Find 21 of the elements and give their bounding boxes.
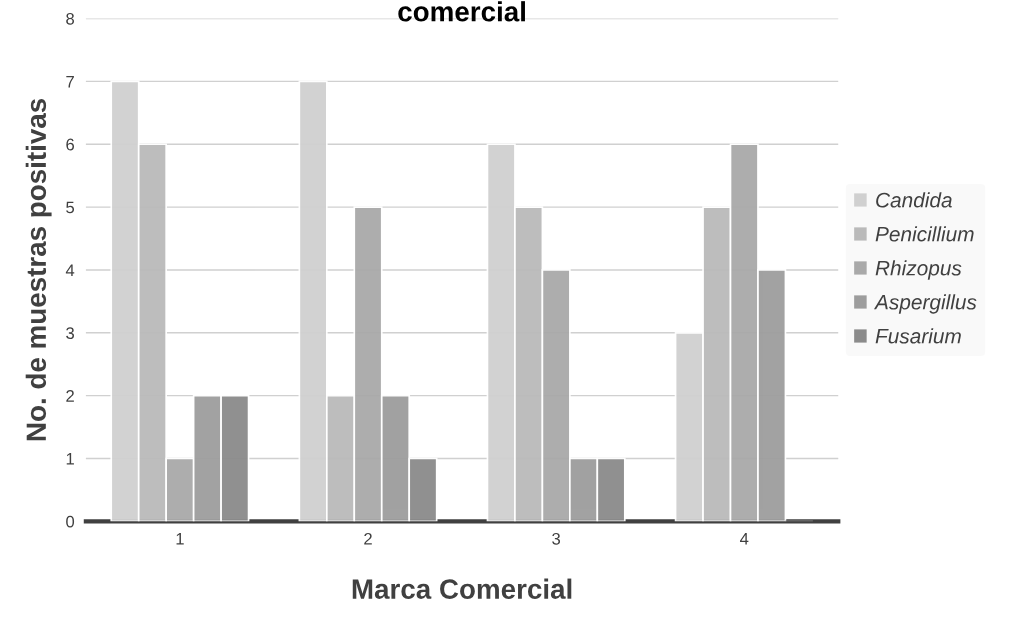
legend-label: Rhizopus (875, 260, 962, 280)
y-axis-title: No. de muestras positivas (25, 98, 52, 441)
legend-label: Aspergillus (873, 294, 977, 314)
x-tick-label: 3 (552, 532, 561, 545)
x-axis-title: Marca Comercial (352, 578, 572, 599)
legend-label: Candida (876, 192, 952, 208)
y-tick-label: 1 (66, 453, 74, 465)
y-tick-label: 6 (66, 138, 75, 151)
y-tick-label: 4 (65, 264, 75, 276)
y-tick-label: 5 (66, 201, 75, 214)
x-tick-label: 2 (364, 532, 372, 545)
x-tick-label: 1 (176, 533, 184, 545)
y-tick-label: 2 (66, 390, 74, 402)
y-tick-label: 0 (66, 515, 75, 528)
y-tick-label: 3 (66, 327, 75, 339)
legend-label: Fusarium (875, 328, 961, 344)
chart-title: comercial (398, 1, 525, 22)
x-tick-label: 4 (739, 533, 749, 545)
y-tick-label: 8 (66, 12, 75, 25)
legend-label: Penicillium (875, 226, 974, 242)
y-tick-label: 7 (66, 75, 74, 88)
